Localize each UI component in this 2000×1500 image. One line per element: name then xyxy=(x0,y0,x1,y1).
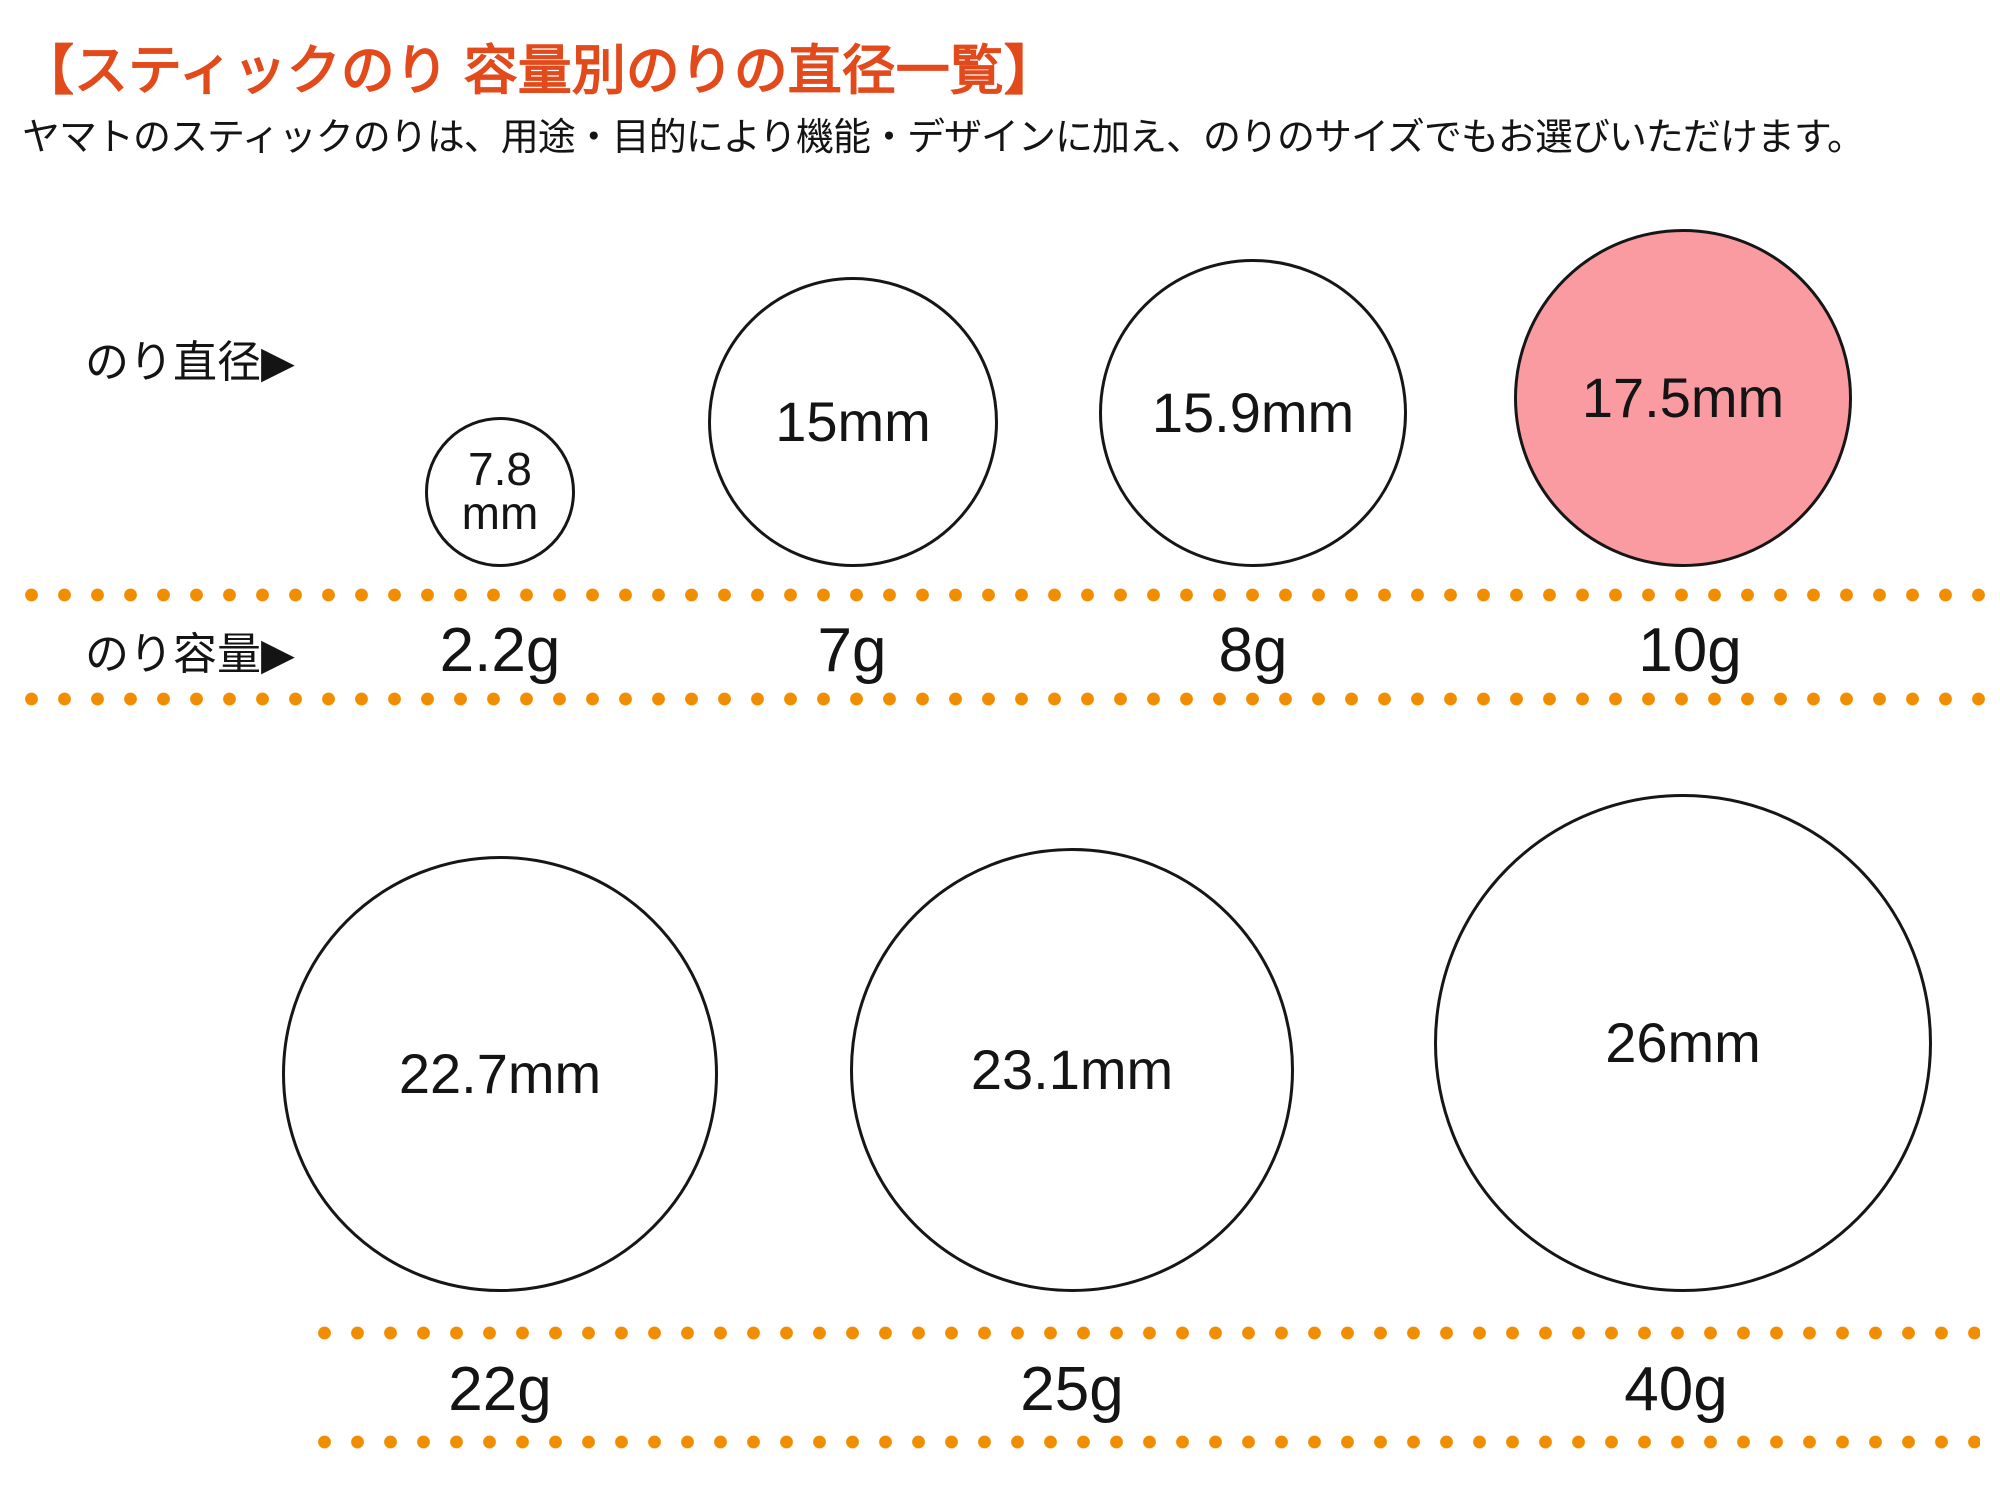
diameter-circle-15-9mm: 15.9mm xyxy=(1099,259,1407,567)
diameter-value-label: 26mm xyxy=(1605,1011,1761,1075)
diameter-value-label: 15.9mm xyxy=(1151,381,1355,445)
diameter-circle-22-7mm: 22.7mm xyxy=(282,856,718,1292)
diameter-value-label: 23.1mm xyxy=(970,1038,1174,1102)
diameter-row-label: のり直径▶ xyxy=(85,338,295,387)
capacity-value: 8g xyxy=(1218,616,1288,685)
diameter-value-label: 15mm xyxy=(775,390,931,454)
diameter-value-label: 22.7mm xyxy=(398,1042,602,1106)
diameter-value-label: 17.5mm xyxy=(1581,366,1785,430)
dotted-line xyxy=(15,588,1987,602)
capacity-value: 40g xyxy=(1624,1355,1728,1424)
diameter-value-label: 7.8 mm xyxy=(461,443,539,539)
page-title: 【スティックのり 容量別のりの直径一覧】 xyxy=(20,41,1058,101)
diameter-circle-23-1mm: 23.1mm xyxy=(850,848,1294,1292)
capacity-value: 25g xyxy=(1020,1355,1124,1424)
diameter-circle-26mm: 26mm xyxy=(1434,794,1932,1292)
diameter-circle-17-5mm-highlighted: 17.5mm xyxy=(1514,229,1852,567)
dotted-line xyxy=(308,1326,1980,1340)
diameter-circle-15mm: 15mm xyxy=(708,277,998,567)
diameter-circle-7-8mm: 7.8 mm xyxy=(425,417,575,567)
dotted-line xyxy=(308,1435,1980,1449)
capacity-value: 7g xyxy=(817,616,887,685)
capacity-row-label: のり容量▶ xyxy=(85,630,295,679)
capacity-value: 2.2g xyxy=(439,616,561,685)
dotted-line xyxy=(15,692,1987,706)
capacity-value: 22g xyxy=(448,1355,552,1424)
page-subtitle: ヤマトのスティックのりは、用途・目的により機能・デザインに加え、のりのサイズでも… xyxy=(22,117,1865,159)
capacity-value: 10g xyxy=(1638,616,1742,685)
